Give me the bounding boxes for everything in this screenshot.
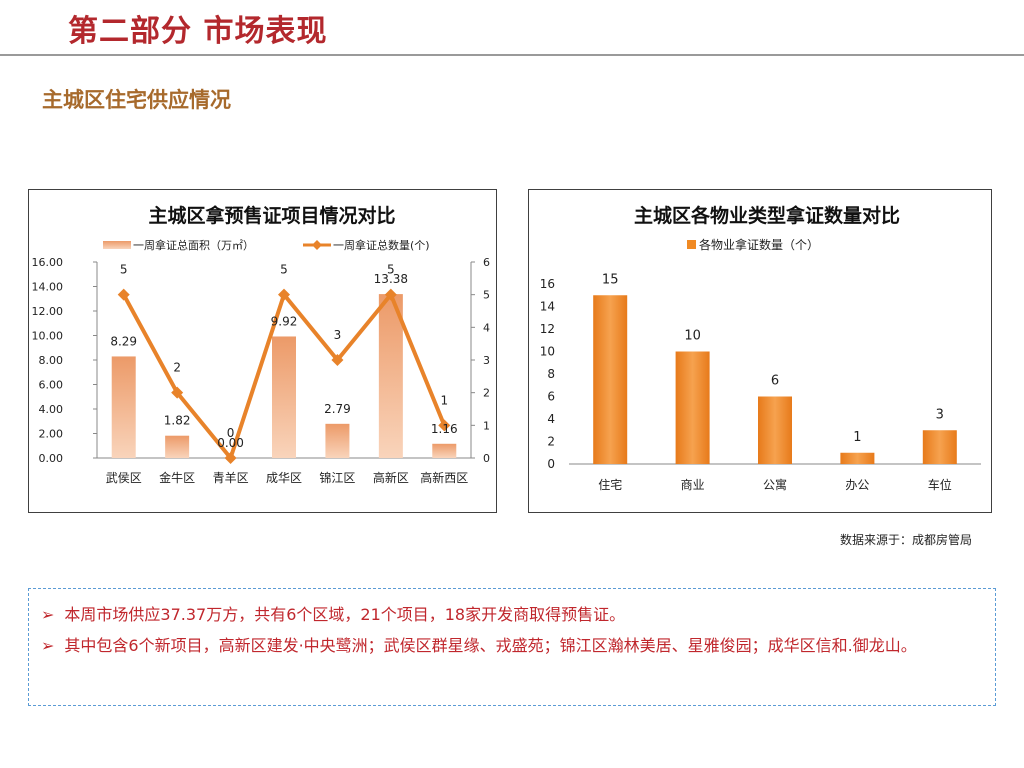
left-axis-tick-label: 16.00 (32, 256, 64, 269)
y-axis-tick-label: 10 (540, 345, 555, 359)
property-count-bar (840, 452, 875, 464)
area-bar-label: 1.82 (164, 414, 191, 428)
y-axis-tick-label: 16 (540, 277, 555, 291)
property-count-label: 1 (853, 430, 861, 445)
left-axis-tick-label: 8.00 (39, 354, 64, 367)
count-point-label: 5 (120, 263, 128, 277)
y-axis-tick-label: 2 (547, 435, 555, 449)
bullet-arrow-icon: ➢ (41, 636, 55, 655)
summary-box: ➢ 本周市场供应37.37万方，共有6个区域，21个项目，18家开发商取得预售证。… (28, 588, 996, 706)
y-axis-tick-label: 4 (547, 412, 555, 426)
x-category-label: 锦江区 (319, 471, 355, 485)
area-bar-label: 1.16 (431, 422, 458, 436)
bullet-arrow-icon: ➢ (41, 605, 55, 624)
property-count-label: 3 (936, 407, 944, 422)
x-category-label: 高新西区 (420, 470, 468, 485)
chart-property-type-comparison: 主城区各物业类型拿证数量对比 各物业拿证数量（个） 0 2 4 6 8 10 12 14 16 15 1… (528, 189, 992, 513)
chart2-title: 主城区各物业类型拿证数量对比 (634, 204, 900, 227)
right-axis-tick-label: 2 (483, 387, 490, 400)
x-category-label: 高新区 (373, 470, 409, 485)
y-axis-tick-label: 6 (547, 390, 555, 404)
x-category-label: 车位 (928, 477, 952, 492)
property-count-label: 10 (684, 329, 701, 344)
source-note: 数据来源于：成都房管局 (839, 533, 972, 547)
right-axis-tick-label: 1 (483, 419, 490, 432)
count-point-label: 1 (440, 393, 448, 407)
area-bar (432, 443, 457, 458)
property-count-bar (675, 351, 710, 464)
property-count-bar (922, 430, 957, 464)
area-bar (325, 423, 350, 458)
area-bar (378, 294, 403, 458)
y-axis-tick-label: 14 (540, 300, 555, 314)
title-divider (0, 54, 1024, 56)
y-axis-tick-label: 12 (540, 322, 555, 336)
count-line-point (224, 452, 237, 464)
area-bar (272, 336, 296, 458)
chart-area-volume-comparison: 主城区拿预售证项目情况对比一周拿证总面积（万㎡） 一周拿证总数量(个) 0.00 2.… (28, 189, 497, 513)
summary-bullet-1: ➢ 本周市场供应37.37万方，共有6个区域，21个项目，18家开发商取得预售证。 (41, 599, 985, 630)
legend-bar-label: 各物业拿证数量（个） (699, 237, 819, 252)
count-line-point (278, 288, 290, 301)
left-axis-tick-label: 0.00 (39, 452, 64, 465)
right-axis-tick-label: 0 (483, 452, 490, 465)
property-count-bar (758, 396, 792, 464)
property-count-label: 15 (602, 272, 619, 287)
count-point-label: 5 (387, 263, 395, 277)
summary-bullet-2: ➢ 其中包含6个新项目，高新区建发·中央鹭洲；武侯区群星缘、戎盛苑；锦江区瀚林美居… (41, 630, 985, 661)
left-axis-tick-label: 12.00 (32, 305, 64, 318)
x-category-label: 武侯区 (106, 471, 142, 485)
right-axis-tick-label: 4 (483, 321, 490, 334)
legend-bar-swatch (103, 241, 131, 249)
legend-line-marker (312, 240, 322, 250)
right-axis-tick-label: 3 (483, 354, 490, 367)
count-point-label: 3 (334, 328, 342, 342)
left-axis-tick-label: 6.00 (39, 379, 64, 392)
area-bar-label: 13.38 (374, 272, 408, 286)
property-count-bar (593, 295, 628, 464)
count-line-point (438, 419, 451, 432)
property-count-label: 6 (771, 374, 779, 389)
x-category-label: 成华区 (266, 471, 302, 485)
count-point-label: 5 (280, 263, 288, 277)
x-category-label: 住宅 (598, 477, 622, 492)
legend-bar-swatch (687, 240, 696, 249)
legend-bar-label: 一周拿证总面积（万㎡） (133, 238, 254, 252)
x-category-label: 青羊区 (213, 470, 249, 485)
right-axis-tick-label: 5 (483, 289, 490, 302)
area-bar-label: 8.29 (110, 334, 137, 348)
x-category-label: 公寓 (763, 477, 787, 492)
y-axis-tick-label: 8 (547, 367, 555, 381)
area-bar (165, 435, 190, 458)
chart1-title: 主城区拿预售证项目情况对比 (148, 204, 395, 227)
x-category-label: 金牛区 (159, 470, 195, 485)
area-bar-label: 0.00 (217, 436, 244, 450)
section-title: 主城区住宅供应情况 (42, 88, 231, 112)
left-axis-tick-label: 2.00 (39, 428, 64, 441)
summary-bullet-text: 其中包含6个新项目，高新区建发·中央鹭洲；武侯区群星缘、戎盛苑；锦江区瀚林美居、… (64, 636, 917, 655)
count-line-point (331, 354, 344, 366)
area-bar-label: 2.79 (324, 402, 351, 416)
left-axis-tick-label: 10.00 (32, 330, 64, 343)
legend-line-label: 一周拿证总数量(个) (333, 238, 430, 252)
area-bar (111, 356, 136, 458)
right-axis-tick-label: 6 (483, 256, 490, 269)
count-point-label: 2 (173, 361, 181, 375)
count-line-point (171, 386, 184, 399)
left-axis-tick-label: 4.00 (39, 403, 64, 416)
page-title: 第二部分 市场表现 (68, 14, 328, 49)
count-line-point (384, 288, 397, 301)
y-axis-tick-label: 0 (547, 457, 555, 471)
count-point-label: 0 (227, 426, 235, 440)
x-category-label: 商业 (681, 477, 705, 492)
summary-bullet-text: 本周市场供应37.37万方，共有6个区域，21个项目，18家开发商取得预售证。 (64, 605, 626, 624)
count-line-point (117, 288, 130, 301)
left-axis-tick-label: 14.00 (32, 281, 64, 294)
x-category-label: 办公 (845, 477, 869, 492)
area-bar-label: 9.92 (271, 314, 298, 328)
